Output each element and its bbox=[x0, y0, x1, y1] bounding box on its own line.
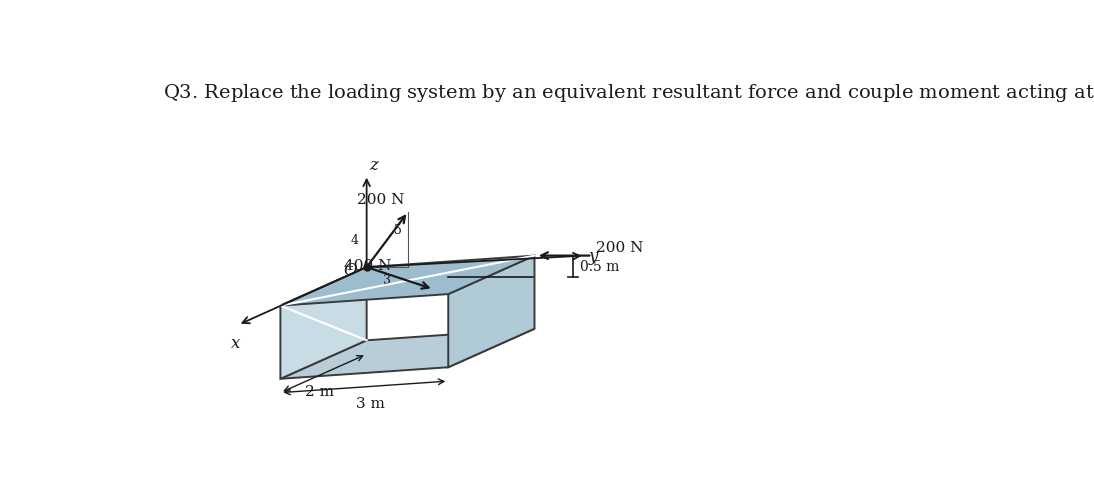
Text: O: O bbox=[344, 262, 358, 279]
Polygon shape bbox=[280, 268, 366, 379]
Text: 200 N: 200 N bbox=[596, 240, 643, 255]
Text: 200 N: 200 N bbox=[357, 192, 405, 206]
Text: 2 m: 2 m bbox=[305, 384, 334, 398]
Text: 3: 3 bbox=[383, 274, 392, 287]
Text: 3 m: 3 m bbox=[356, 396, 385, 410]
Polygon shape bbox=[280, 329, 535, 379]
Polygon shape bbox=[280, 256, 535, 306]
Text: x: x bbox=[231, 335, 241, 351]
Text: 4: 4 bbox=[351, 233, 359, 246]
Text: 5: 5 bbox=[394, 224, 401, 237]
Text: 0.5 m: 0.5 m bbox=[580, 260, 619, 274]
Text: Q3. Replace the loading system by an equivalent resultant force and couple momen: Q3. Replace the loading system by an equ… bbox=[163, 82, 1094, 104]
Text: y: y bbox=[589, 247, 597, 265]
Polygon shape bbox=[449, 256, 535, 368]
Text: 400 N: 400 N bbox=[345, 258, 392, 272]
Text: z: z bbox=[369, 157, 377, 174]
